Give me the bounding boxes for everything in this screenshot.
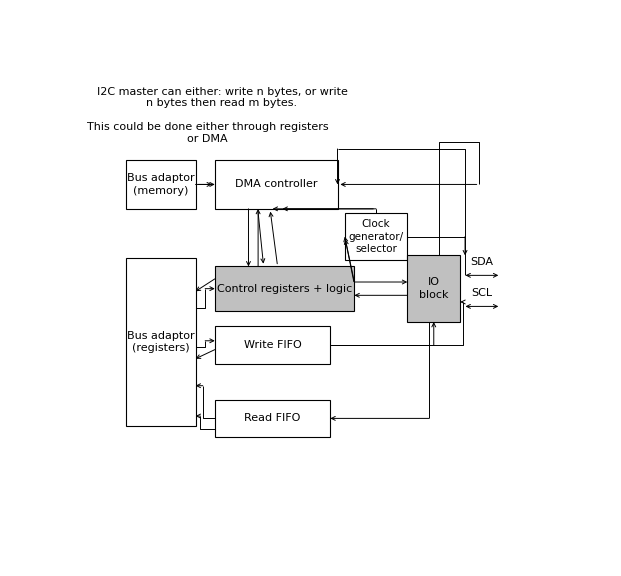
Text: Write FIFO: Write FIFO (243, 340, 301, 350)
FancyBboxPatch shape (345, 213, 407, 260)
FancyBboxPatch shape (125, 160, 196, 209)
Text: IO
block: IO block (419, 278, 448, 300)
Text: Bus adaptor
(registers): Bus adaptor (registers) (127, 331, 194, 353)
Text: Clock
generator/
selector: Clock generator/ selector (348, 219, 404, 254)
FancyBboxPatch shape (215, 327, 330, 364)
Text: I2C master can either: write n bytes, or write
n bytes then read m bytes.: I2C master can either: write n bytes, or… (97, 87, 347, 108)
FancyBboxPatch shape (215, 267, 355, 311)
Text: Control registers + logic: Control registers + logic (217, 283, 352, 294)
Text: DMA controller: DMA controller (235, 180, 317, 190)
Text: SDA: SDA (470, 257, 494, 267)
Text: Read FIFO: Read FIFO (244, 414, 301, 423)
FancyBboxPatch shape (125, 257, 196, 426)
FancyBboxPatch shape (215, 400, 330, 437)
Text: SCL: SCL (471, 289, 492, 298)
Text: Bus adaptor
(memory): Bus adaptor (memory) (127, 173, 194, 196)
Text: This could be done either through registers
or DMA: This could be done either through regist… (87, 122, 329, 144)
FancyBboxPatch shape (215, 160, 338, 209)
FancyBboxPatch shape (407, 255, 460, 322)
